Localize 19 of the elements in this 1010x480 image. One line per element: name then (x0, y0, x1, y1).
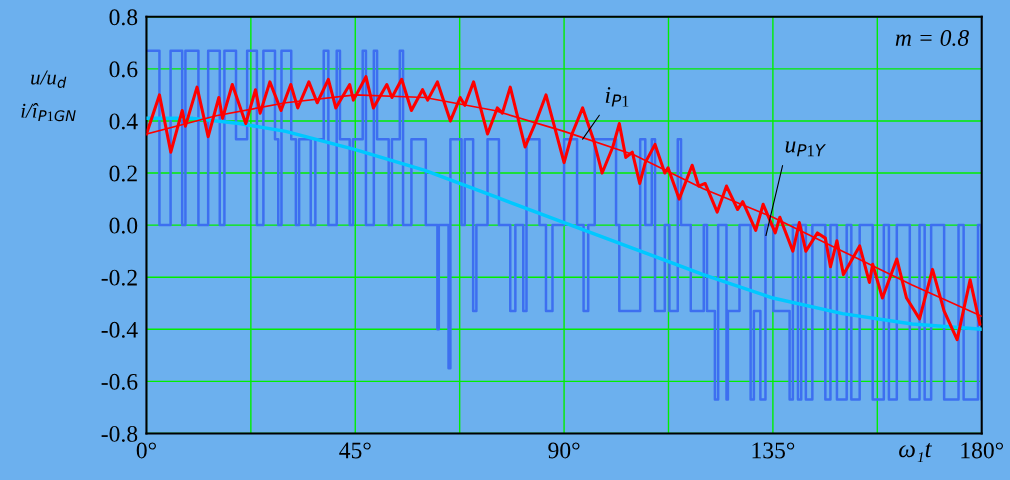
annotation: i$_{P1}$ (605, 87, 629, 107)
y-tick-label: 0.8 (109, 9, 138, 26)
y-tick-label: -0.6 (101, 373, 138, 390)
y-tick-label: 0.4 (109, 113, 138, 130)
annotation: m = 0.8 (895, 29, 969, 47)
y-tick-label: 0.6 (109, 61, 138, 78)
x-tick-label: 135° (752, 442, 795, 459)
y-tick-label: 0.0 (109, 217, 138, 234)
x-tick-label: 180° (961, 442, 1003, 459)
x-axis-title: ω₁t (899, 442, 933, 463)
y-tick-label: -0.4 (101, 321, 138, 338)
text: u/u$_{d}$ i/î$_{P1GN}$ (21, 70, 76, 122)
y-tick-label: -0.2 (101, 269, 137, 286)
y-tick-label: -0.8 (101, 425, 138, 442)
x-tick-label: 0° (136, 442, 156, 459)
x-tick-label: 90° (548, 442, 580, 459)
annotation: u$_{P1Y}$ (785, 141, 826, 157)
x-tick-label: 45° (339, 442, 371, 459)
y-tick-label: 0.2 (109, 165, 137, 182)
